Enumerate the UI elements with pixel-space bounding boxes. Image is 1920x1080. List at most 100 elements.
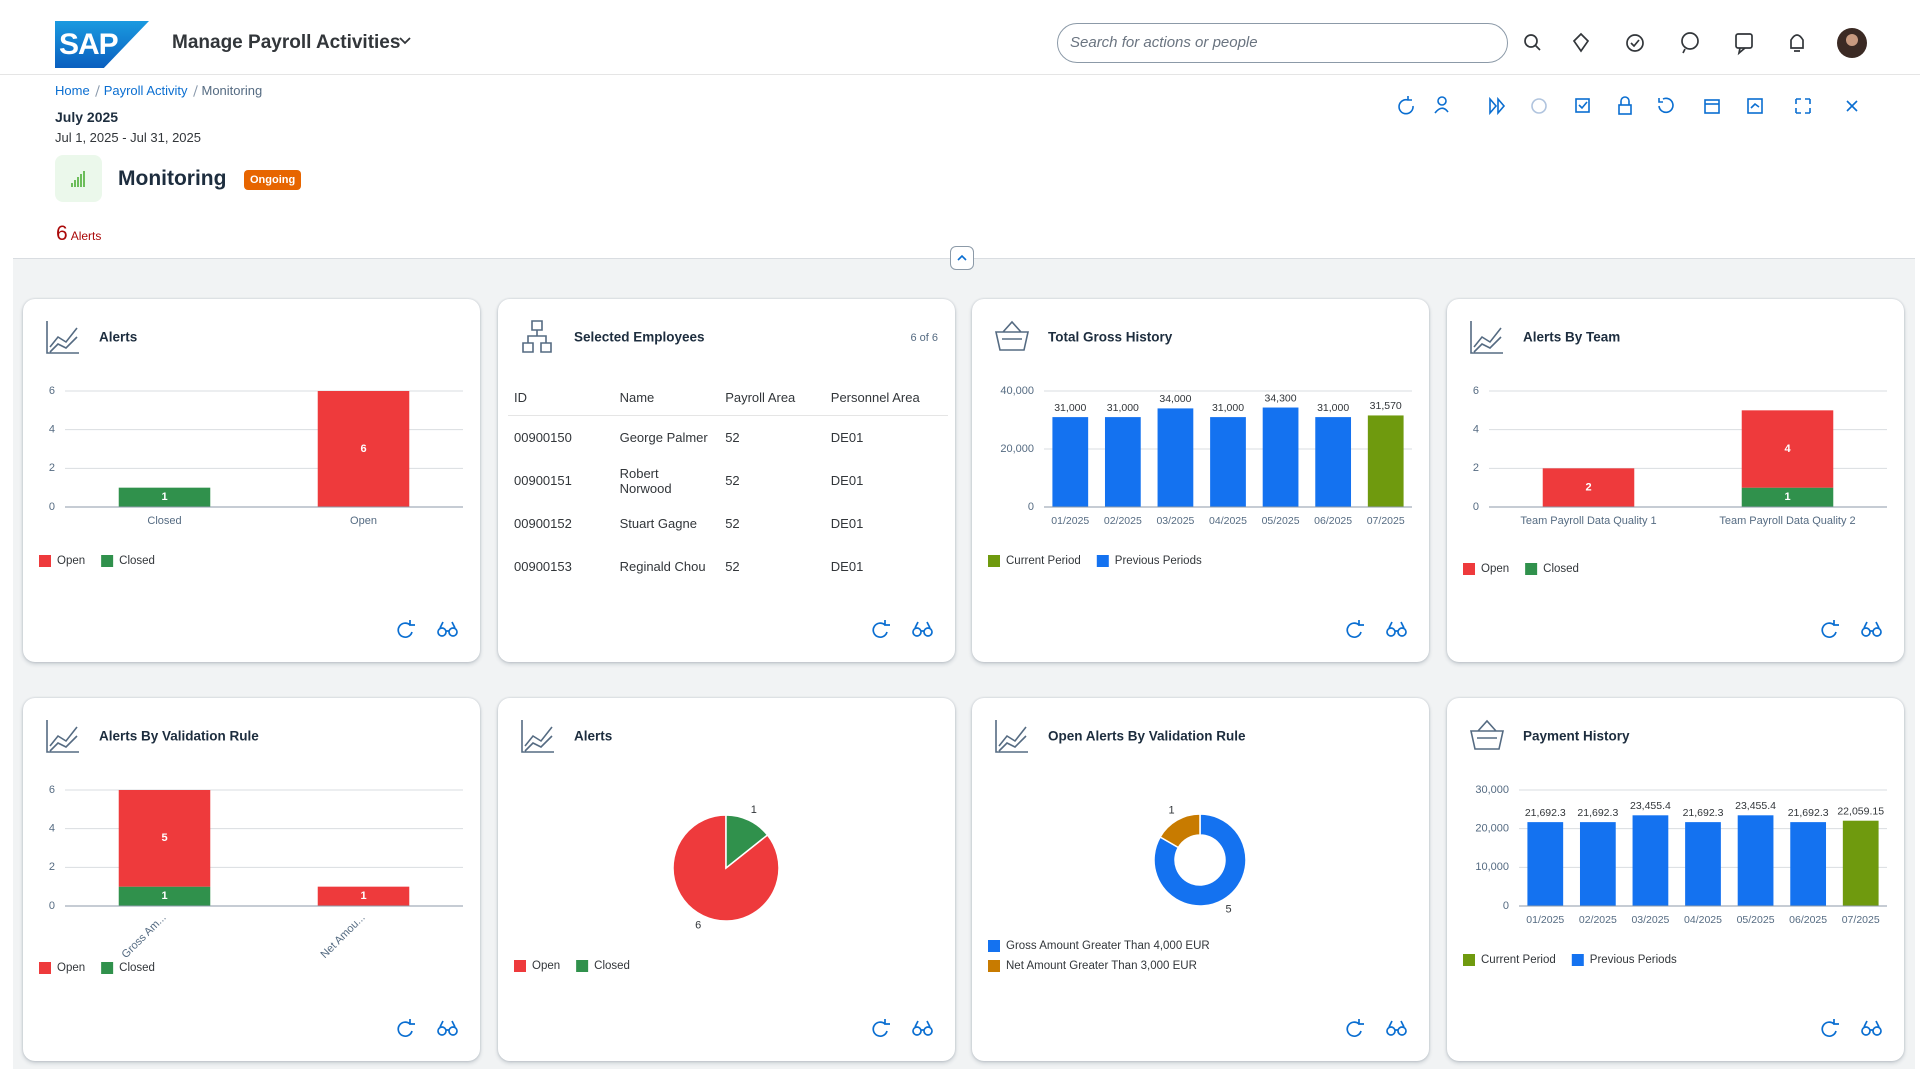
x-tick-label: Team Payroll Data Quality 2 — [1719, 515, 1855, 527]
app-menu-arrow[interactable] — [398, 36, 412, 46]
tasks-button[interactable] — [1626, 34, 1644, 52]
legend-swatch — [1571, 954, 1584, 966]
collapse-header-button[interactable] — [950, 246, 974, 270]
toolbar-button[interactable] — [1531, 98, 1547, 114]
table-row[interactable]: 00900150 George Palmer 52 DE01 — [508, 416, 948, 460]
icon-shape — [914, 1020, 931, 1031]
y-tick-label: 0 — [49, 900, 55, 912]
legend-label: Current Period — [1481, 954, 1556, 966]
search-button[interactable] — [1524, 34, 1541, 51]
y-tick-label: 2 — [1473, 462, 1479, 474]
legend-swatch — [39, 555, 51, 567]
table-cell: 52 — [725, 473, 740, 488]
card-title[interactable]: Total Gross History — [1048, 330, 1173, 345]
details-button[interactable] — [912, 1020, 933, 1036]
notifications-button[interactable] — [1790, 34, 1804, 52]
search-field[interactable]: Search for actions or people — [1057, 23, 1508, 63]
card-icon — [995, 320, 1029, 351]
details-button[interactable] — [1386, 1020, 1407, 1036]
card-title[interactable]: Alerts By Team — [1523, 330, 1620, 345]
card-icon — [995, 720, 1028, 753]
refresh-button[interactable] — [1821, 620, 1839, 638]
data-label: 21,692.3 — [1683, 807, 1724, 819]
bar — [1737, 815, 1774, 906]
icon-shape — [1346, 1019, 1364, 1037]
y-tick-label: 40,000 — [1000, 385, 1034, 397]
table-cell: 52 — [725, 516, 740, 531]
table-header-row: ID Name Payroll Area Personnel Area — [508, 379, 948, 416]
toolbar-button[interactable] — [1658, 97, 1674, 114]
help-button[interactable] — [1735, 33, 1753, 56]
details-button[interactable] — [1861, 1020, 1882, 1036]
toolbar-button[interactable] — [1704, 99, 1720, 114]
data-label: 1 — [161, 890, 167, 902]
data-label: 6 — [360, 443, 366, 455]
refresh-button[interactable] — [1821, 1019, 1839, 1037]
refresh-button[interactable] — [397, 1019, 415, 1037]
y-tick-label: 2 — [49, 462, 55, 474]
card-title[interactable]: Payment History — [1523, 729, 1630, 744]
refresh-button[interactable] — [872, 1019, 890, 1037]
toolbar-button[interactable] — [1398, 96, 1414, 115]
icon-shape — [1821, 1019, 1839, 1037]
refresh-button[interactable] — [1346, 620, 1364, 638]
legend-label: Closed — [119, 962, 155, 974]
details-button[interactable] — [437, 1020, 458, 1036]
breadcrumb-link[interactable]: Home — [55, 83, 90, 98]
toolbar-button[interactable] — [1795, 98, 1811, 114]
refresh-button[interactable] — [1346, 1019, 1364, 1037]
table-row[interactable]: 00900153 Reginald Chou 52 DE01 — [508, 545, 948, 588]
card-title[interactable]: Alerts By Validation Rule — [99, 729, 259, 744]
card-graphics: Alerts 6 1 Open Closed — [514, 720, 933, 1037]
toolbar-button[interactable] — [1618, 96, 1632, 115]
app-title[interactable]: Manage Payroll Activities — [172, 32, 401, 53]
x-tick-label: 04/2025 — [1209, 515, 1247, 527]
card-graphics: Payment History 0 10,000 20,000 30,000 01/202… — [1463, 719, 1887, 1037]
card-title[interactable]: Alerts — [99, 330, 137, 345]
refresh-button[interactable] — [397, 620, 415, 638]
toolbar-button[interactable] — [1747, 98, 1763, 114]
icon-shape — [521, 720, 554, 753]
alerts-summary[interactable]: 6 Alerts — [56, 222, 101, 246]
column-header: Personnel Area — [824, 379, 948, 416]
table-row[interactable]: 00900152 Stuart Gagne 52 DE01 — [508, 502, 948, 545]
card-title[interactable]: Open Alerts By Validation Rule — [1048, 729, 1246, 744]
icon-shape — [1861, 1026, 1871, 1036]
card-title[interactable]: Selected Employees — [574, 330, 705, 345]
ai-button[interactable] — [1572, 32, 1590, 53]
details-button[interactable] — [437, 621, 458, 637]
toolbar-button[interactable] — [1489, 96, 1506, 116]
card-title[interactable]: Alerts — [574, 729, 612, 744]
details-button[interactable] — [1861, 621, 1882, 637]
logo[interactable]: SAP — [55, 21, 149, 68]
alerts-count: 6 — [56, 222, 68, 245]
table-cell: Reginald Chou — [619, 559, 706, 574]
x-tick-label: Team Payroll Data Quality 1 — [1520, 515, 1656, 527]
card-graphics: Alerts By Team 0 2 4 6 Team Payroll Data Qual… — [1463, 321, 1887, 638]
card-graphics: Total Gross History 0 20,000 40,000 01/2025 3… — [988, 320, 1412, 638]
card-icon — [522, 320, 552, 353]
x-tick-label: Gross Am... — [120, 912, 169, 961]
toolbar-button[interactable] — [1434, 96, 1449, 114]
data-label: 34,000 — [1159, 393, 1191, 405]
cards-area: Alerts 0 2 4 6 Closed 1 Open 6 Open Closed Selected… — [13, 258, 1915, 1069]
close-button[interactable] — [1846, 100, 1858, 112]
data-label: 23,455.4 — [1630, 800, 1671, 812]
details-button[interactable] — [1386, 621, 1407, 637]
legend-label: Current Period — [1006, 555, 1081, 567]
chat-button[interactable] — [1681, 32, 1699, 54]
avatar[interactable] — [1837, 28, 1867, 58]
icon-shape — [1872, 1026, 1882, 1036]
details-button[interactable] — [912, 621, 933, 637]
breadcrumb-link[interactable]: Payroll Activity — [103, 83, 188, 98]
icon-shape — [448, 1026, 458, 1036]
refresh-button[interactable] — [872, 620, 890, 638]
toolbar-button[interactable] — [1575, 98, 1590, 113]
x-tick-label: 01/2025 — [1051, 515, 1089, 527]
icon-shape — [995, 720, 1028, 753]
legend-label: Previous Periods — [1590, 954, 1677, 966]
table-row[interactable]: 00900151 Robert Norwood 52 DE01 — [508, 459, 948, 502]
icon-shape — [1386, 627, 1396, 637]
bar — [1632, 815, 1669, 906]
card: Alerts By Validation Rule 0 2 4 6 Gross Am...… — [23, 698, 480, 1061]
